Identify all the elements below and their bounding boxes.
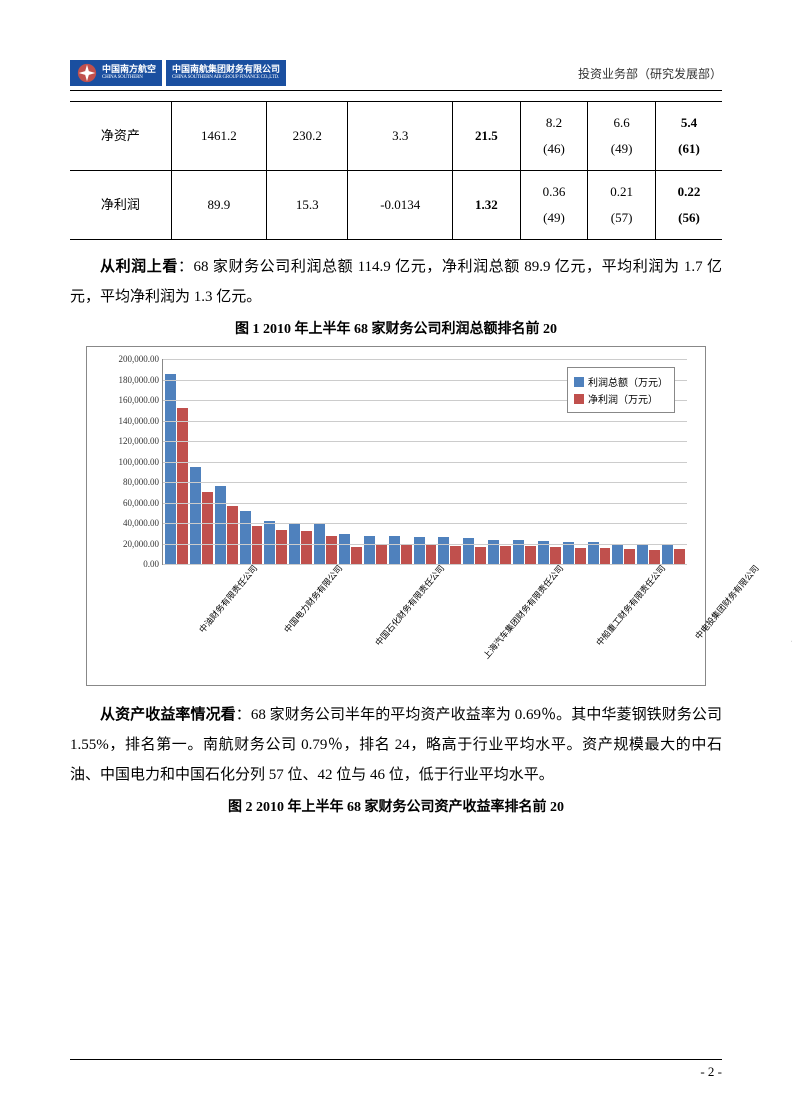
legend-swatch-a bbox=[574, 377, 584, 387]
chart1-container: 0.0020,000.0040,000.0060,000.0080,000.00… bbox=[86, 346, 706, 686]
paragraph-roi: 从资产收益率情况看：68 家财务公司半年的平均资产收益率为 0.69％。其中华菱… bbox=[70, 700, 722, 790]
chart1-xlabels: 中油财务有限责任公司中国电力财务有限公司中国石化财务有限责任公司上海汽车集团财务… bbox=[162, 567, 687, 681]
legend-item-net: 净利润（万元） bbox=[574, 391, 668, 406]
logo2-en: CHINA SOUTHERN AIR GROUP FINANCE CO.,LTD… bbox=[172, 75, 280, 81]
chart1-legend: 利润总额（万元） 净利润（万元） bbox=[567, 367, 675, 413]
para1-lead: 从利润上看 bbox=[100, 259, 178, 275]
legend-label-b: 净利润（万元） bbox=[588, 391, 658, 406]
legend-item-total: 利润总额（万元） bbox=[574, 374, 668, 389]
financial-table: 净资产1461.2230.23.321.58.2(46)6.6(49)5.4(6… bbox=[70, 101, 722, 240]
logo2-cn: 中国南航集团财务有限公司 bbox=[172, 65, 280, 75]
legend-swatch-b bbox=[574, 394, 584, 404]
company-logo-2: 中国南航集团财务有限公司 CHINA SOUTHERN AIR GROUP FI… bbox=[166, 60, 286, 86]
header-department: 投资业务部（研究发展部） bbox=[578, 65, 722, 82]
page-header: 中国南方航空 CHINA SOUTHERN 中国南航集团财务有限公司 CHINA… bbox=[70, 60, 722, 91]
paragraph-profit: 从利润上看：68 家财务公司利润总额 114.9 亿元，净利润总额 89.9 亿… bbox=[70, 252, 722, 312]
logo1-en: CHINA SOUTHERN bbox=[102, 75, 156, 81]
page-number: - 2 - bbox=[700, 1064, 722, 1079]
page-footer: - 2 - bbox=[70, 1059, 722, 1080]
category-label: 中电投集团财务有限公司 bbox=[692, 562, 792, 707]
flower-icon bbox=[76, 62, 98, 84]
table-row: 净资产1461.2230.23.321.58.2(46)6.6(49)5.4(6… bbox=[70, 102, 722, 171]
logo-group: 中国南方航空 CHINA SOUTHERN 中国南航集团财务有限公司 CHINA… bbox=[70, 60, 286, 86]
para2-lead: 从资产收益率情况看 bbox=[100, 707, 236, 723]
figure2-title: 图 2 2010 年上半年 68 家财务公司资产收益率排名前 20 bbox=[70, 796, 722, 816]
logo1-cn: 中国南方航空 bbox=[102, 65, 156, 75]
figure1-title: 图 1 2010 年上半年 68 家财务公司利润总额排名前 20 bbox=[70, 318, 722, 338]
table-row: 净利润89.915.3-0.01341.320.36(49)0.21(57)0.… bbox=[70, 171, 722, 240]
company-logo-1: 中国南方航空 CHINA SOUTHERN bbox=[70, 60, 162, 86]
legend-label-a: 利润总额（万元） bbox=[588, 374, 668, 389]
